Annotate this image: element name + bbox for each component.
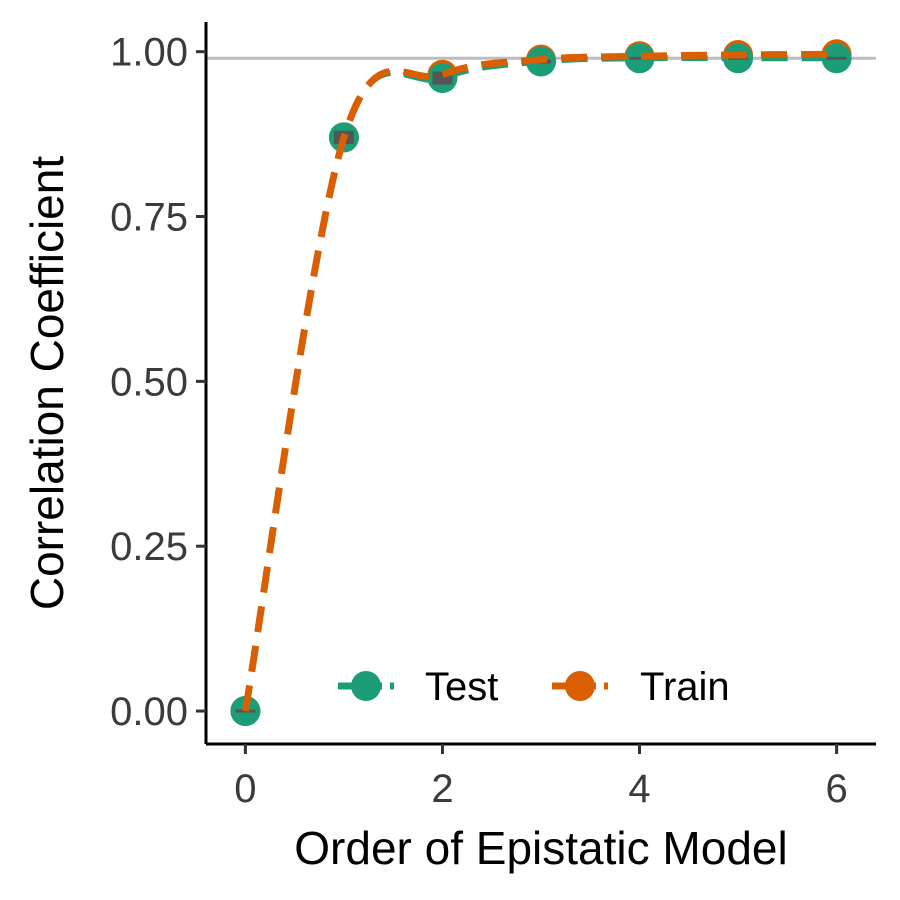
axes: 0.00 0.25 0.50 0.75 1.00 0 2 4 6: [110, 22, 876, 811]
legend-key-point: [351, 671, 381, 701]
x-tick-label: 6: [825, 767, 847, 811]
test-series-line: [242, 55, 837, 712]
y-tick-label: 0.50: [110, 360, 188, 404]
y-tick-label: 0.75: [110, 196, 188, 240]
plot-area: [206, 39, 876, 727]
x-tick-label: 0: [234, 767, 256, 811]
x-axis-title: Order of Epistatic Model: [294, 822, 787, 874]
test-error-bar: [629, 56, 650, 60]
legend-label: Train: [640, 665, 730, 709]
x-tick-label: 4: [628, 767, 650, 811]
legend-key-point: [565, 671, 595, 701]
y-tick-label: 0.25: [110, 525, 188, 569]
legend: Test Train: [338, 665, 730, 709]
test-error-bar: [826, 56, 847, 60]
y-tick-label: 1.00: [110, 31, 188, 75]
x-tick-label: 2: [431, 767, 453, 811]
train-series-line: [241, 50, 837, 712]
y-tick-label: 0.00: [110, 690, 188, 734]
legend-label: Test: [425, 665, 498, 709]
y-axis-title: Correlation Coefficient: [21, 156, 73, 610]
